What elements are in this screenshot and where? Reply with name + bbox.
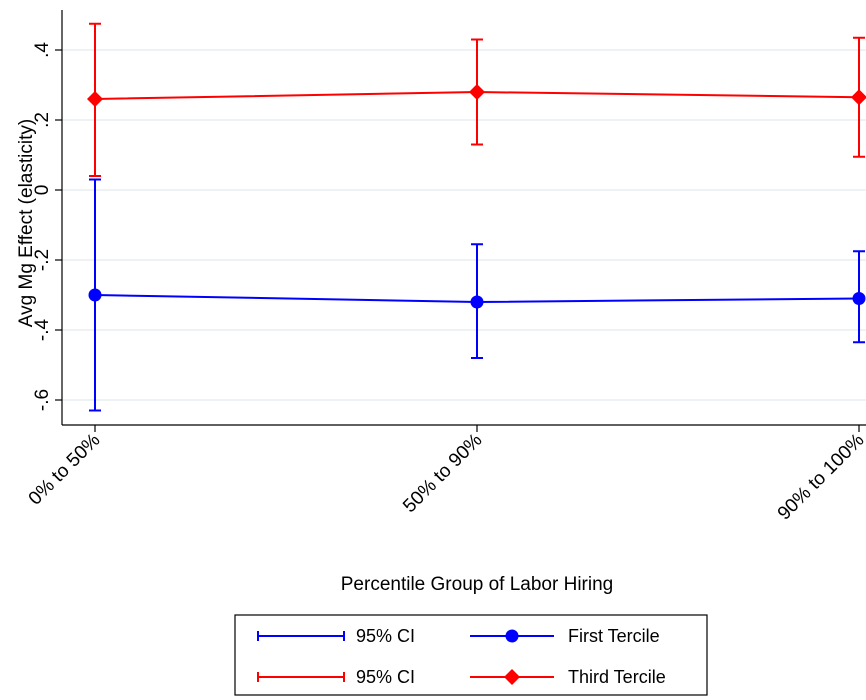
legend-label-series: Third Tercile <box>568 667 666 687</box>
y-tick-label: -.6 <box>32 389 53 411</box>
y-tick-label: 0 <box>32 185 53 196</box>
legend-key-ci <box>257 672 345 682</box>
x-tick-label: 0% to 50% <box>25 430 105 510</box>
data-point <box>851 89 866 106</box>
y-tick-label: .2 <box>32 112 53 128</box>
data-point <box>87 91 103 107</box>
legend-key-series <box>470 629 554 643</box>
x-tick-label: 90% to 100% <box>774 430 866 525</box>
legend-label-series: First Tercile <box>568 626 660 646</box>
x-tick-label: 50% to 90% <box>399 430 486 517</box>
data-point <box>469 84 485 100</box>
grid-lines <box>62 49 866 401</box>
x-tick-labels: 0% to 50% 50% to 90% 90% to 100% <box>25 430 866 525</box>
data-point <box>852 292 866 305</box>
legend-key-series <box>470 669 554 685</box>
confidence-intervals <box>89 22 865 412</box>
series-lines <box>87 84 866 309</box>
x-axis-title: Percentile Group of Labor Hiring <box>341 574 613 595</box>
y-tick-label: .4 <box>32 42 53 58</box>
legend-label-ci: 95% CI <box>356 626 415 646</box>
legend: 95% CI First Tercile 95% CI Third Tercile <box>234 614 708 696</box>
axes <box>55 10 866 432</box>
legend-key-ci <box>257 631 345 641</box>
y-tick-label: -.2 <box>32 249 53 271</box>
y-tick-labels: .4 .2 0 -.2 -.4 -.6 <box>32 42 53 411</box>
data-point <box>470 295 484 309</box>
legend-label-ci: 95% CI <box>356 667 415 687</box>
legend-box <box>234 614 708 696</box>
y-tick-label: -.4 <box>32 318 53 341</box>
y-axis-title: Avg Mg Effect (elasticity) <box>16 119 37 327</box>
data-point <box>88 288 102 302</box>
